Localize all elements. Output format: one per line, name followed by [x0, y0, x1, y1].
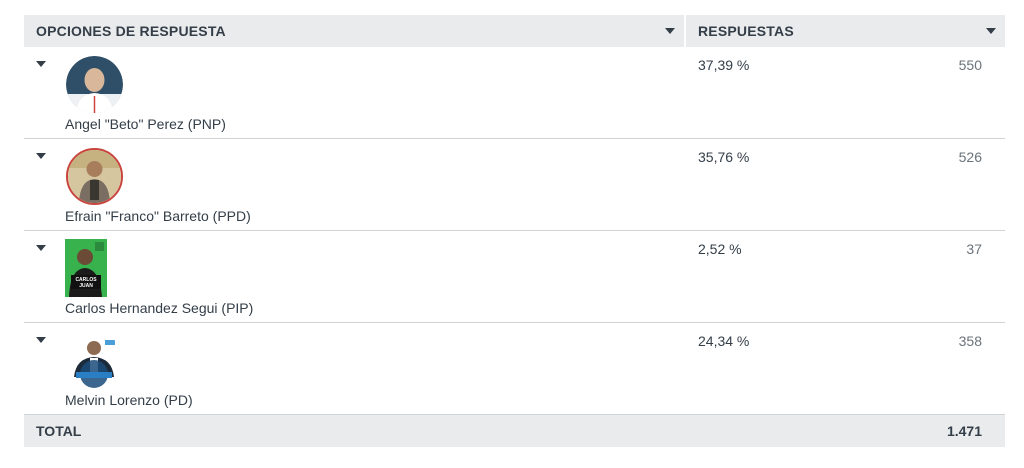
option-percent: 37,39 % [698, 57, 750, 73]
table-row: CARLOS JUAN Carlos Hernandez Segui (PIP)… [24, 231, 1005, 323]
chevron-down-icon[interactable] [986, 28, 996, 34]
option-name: Carlos Hernandez Segui (PIP) [65, 300, 254, 316]
results-table: OPCIONES DE RESPUESTA RESPUESTAS Angel "… [24, 15, 1005, 447]
table-row: Melvin Lorenzo (PD) 24,34 % 358 [24, 323, 1005, 415]
candidate-photo [66, 56, 123, 113]
table-header: OPCIONES DE RESPUESTA RESPUESTAS [24, 15, 1005, 47]
candidate-photo [66, 332, 123, 389]
total-label: TOTAL [36, 423, 82, 439]
option-count: 526 [958, 149, 982, 165]
chevron-down-icon[interactable] [36, 61, 46, 67]
total-row: TOTAL 1.471 [24, 415, 1005, 447]
table-row: Angel "Beto" Perez (PNP) 37,39 % 550 [24, 47, 1005, 139]
option-name: Melvin Lorenzo (PD) [65, 392, 193, 408]
chevron-down-icon[interactable] [36, 245, 46, 251]
option-count: 358 [958, 333, 982, 349]
chevron-down-icon[interactable] [36, 153, 46, 159]
option-percent: 2,52 % [698, 241, 742, 257]
chevron-down-icon[interactable] [665, 28, 675, 34]
chevron-down-icon[interactable] [36, 337, 46, 343]
option-count: 37 [966, 241, 982, 257]
option-name: Efrain "Franco" Barreto (PPD) [65, 208, 251, 224]
options-header-label: OPCIONES DE RESPUESTA [36, 23, 226, 39]
svg-text:JUAN: JUAN [79, 283, 93, 289]
candidate-photo [66, 148, 123, 205]
option-percent: 24,34 % [698, 333, 750, 349]
svg-text:CARLOS: CARLOS [75, 277, 97, 283]
total-value: 1.471 [946, 423, 982, 439]
responses-column-header[interactable]: RESPUESTAS [686, 15, 1005, 47]
option-count: 550 [958, 57, 982, 73]
option-name: Angel "Beto" Perez (PNP) [65, 116, 226, 132]
table-row: Efrain "Franco" Barreto (PPD) 35,76 % 52… [24, 139, 1005, 231]
responses-header-label: RESPUESTAS [698, 23, 794, 39]
options-column-header[interactable]: OPCIONES DE RESPUESTA [24, 15, 684, 47]
option-percent: 35,76 % [698, 149, 750, 165]
candidate-photo: CARLOS JUAN [65, 239, 107, 297]
